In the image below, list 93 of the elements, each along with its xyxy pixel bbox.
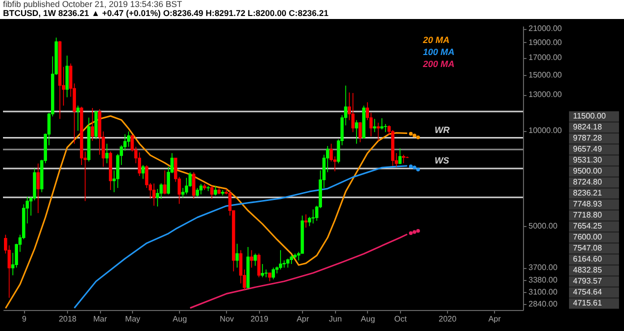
- candlestick: [76, 105, 80, 132]
- candlestick: [373, 118, 376, 133]
- candlestick: [236, 243, 239, 268]
- chart-title: BTCUSD, 1W 8236.21 ▲ +0.47 (+0.01%) O:8236.49 H:8291.72 L:8200.00 C:8236.21: [3, 8, 328, 18]
- point: [408, 231, 413, 235]
- text: 9657.49: [573, 144, 602, 154]
- text: 11500.00: [573, 111, 606, 120]
- candlestick: [304, 214, 308, 228]
- ref-line-label: WS: [434, 156, 450, 166]
- text: 7547.08: [573, 243, 602, 252]
- candlestick: [354, 120, 358, 144]
- x-tick-label: Mar: [93, 314, 108, 324]
- y-tick-label: 13000.00: [528, 90, 562, 100]
- text: 9787.28: [573, 133, 602, 142]
- y-tick-label: 21000.00: [528, 24, 562, 34]
- point: [416, 168, 420, 172]
- candlestick: [199, 183, 203, 195]
- candlestick: [192, 172, 196, 200]
- candlestick: [257, 253, 260, 278]
- point: [412, 134, 416, 138]
- x-tick-label: Nov: [220, 314, 234, 324]
- line-series: [74, 165, 408, 309]
- candlestick: [105, 143, 108, 164]
- candlestick: [376, 122, 380, 142]
- point: [416, 228, 420, 233]
- x-tick-label: Apr: [296, 314, 310, 324]
- text: 20 MA: [422, 35, 450, 45]
- candlestick: [398, 148, 402, 164]
- candlestick: [358, 122, 362, 143]
- y-tick-label: 3700.00: [528, 263, 558, 272]
- x-tick-label: Aug: [172, 314, 187, 324]
- point: [408, 164, 413, 168]
- text: 7654.25: [573, 221, 602, 230]
- candlestick: [260, 264, 264, 278]
- x-tick-label: Apr: [488, 314, 502, 324]
- x-tick-label: Jun: [328, 314, 342, 324]
- text: 6164.60: [573, 254, 602, 264]
- y-tick-label: 10000.00: [528, 126, 562, 136]
- candlestick: [156, 188, 160, 207]
- y-tick-label: 3100.00: [528, 287, 558, 296]
- x-tick-label: Oct: [394, 314, 408, 324]
- candlestick: [250, 250, 254, 268]
- candlestick: [272, 267, 275, 280]
- chart-subtitle: fibfib published October 21, 2019 13:54:36 BST: [3, 0, 184, 9]
- text: 200 MA: [422, 59, 455, 69]
- candlestick: [351, 92, 355, 133]
- y-tick-label: 15000.00: [528, 70, 562, 80]
- text: 7600.00: [573, 232, 602, 242]
- ref-line-label: WR: [434, 124, 450, 135]
- x-tick-label: Aug: [360, 314, 376, 324]
- candlestick: [138, 152, 142, 176]
- text: 4793.57: [573, 276, 602, 286]
- candlestick: [152, 183, 156, 206]
- text: 9824.18: [573, 122, 602, 132]
- candlestick: [36, 163, 40, 214]
- candlestick: [127, 131, 130, 148]
- candlestick: [90, 108, 94, 142]
- y-tick-label: 3380.00: [528, 276, 558, 285]
- point: [412, 230, 416, 234]
- x-tick-label: 9: [22, 314, 27, 324]
- line-series: [4, 115, 408, 309]
- text: 4715.61: [573, 298, 602, 308]
- candlestick: [278, 250, 282, 270]
- y-tick-label: 5000.00: [528, 222, 558, 231]
- text: 8724.80: [573, 177, 602, 186]
- y-tick-label: 17000.00: [528, 53, 562, 62]
- candlestick: [286, 258, 290, 268]
- text: 7718.80: [573, 210, 602, 220]
- point: [412, 166, 416, 170]
- candlestick: [65, 55, 69, 98]
- y-tick-label: 2840.00: [528, 300, 558, 309]
- candlestick: [214, 185, 218, 196]
- x-tick-label: 2018: [58, 314, 78, 324]
- candlestick: [254, 253, 257, 266]
- candlestick: [312, 208, 315, 224]
- text: 7748.93: [573, 199, 602, 208]
- candlestick: [163, 170, 166, 195]
- text: 9500.00: [573, 166, 602, 176]
- text: 4832.85: [573, 265, 602, 274]
- candlestick: [380, 118, 384, 130]
- x-tick-label: 2019: [250, 314, 269, 324]
- line-series: [189, 233, 408, 309]
- candlestick: [210, 185, 214, 200]
- candlestick: [141, 164, 145, 180]
- text: 100 MA: [423, 47, 455, 57]
- point: [416, 135, 420, 140]
- x-tick-label: May: [125, 314, 140, 324]
- text: 9531.30: [573, 155, 602, 164]
- text: 4754.64: [573, 287, 602, 296]
- text: 8236.21: [573, 188, 602, 198]
- y-tick-label: 19000.00: [528, 38, 562, 47]
- point: [408, 132, 413, 136]
- x-tick-label: 2020: [438, 314, 457, 324]
